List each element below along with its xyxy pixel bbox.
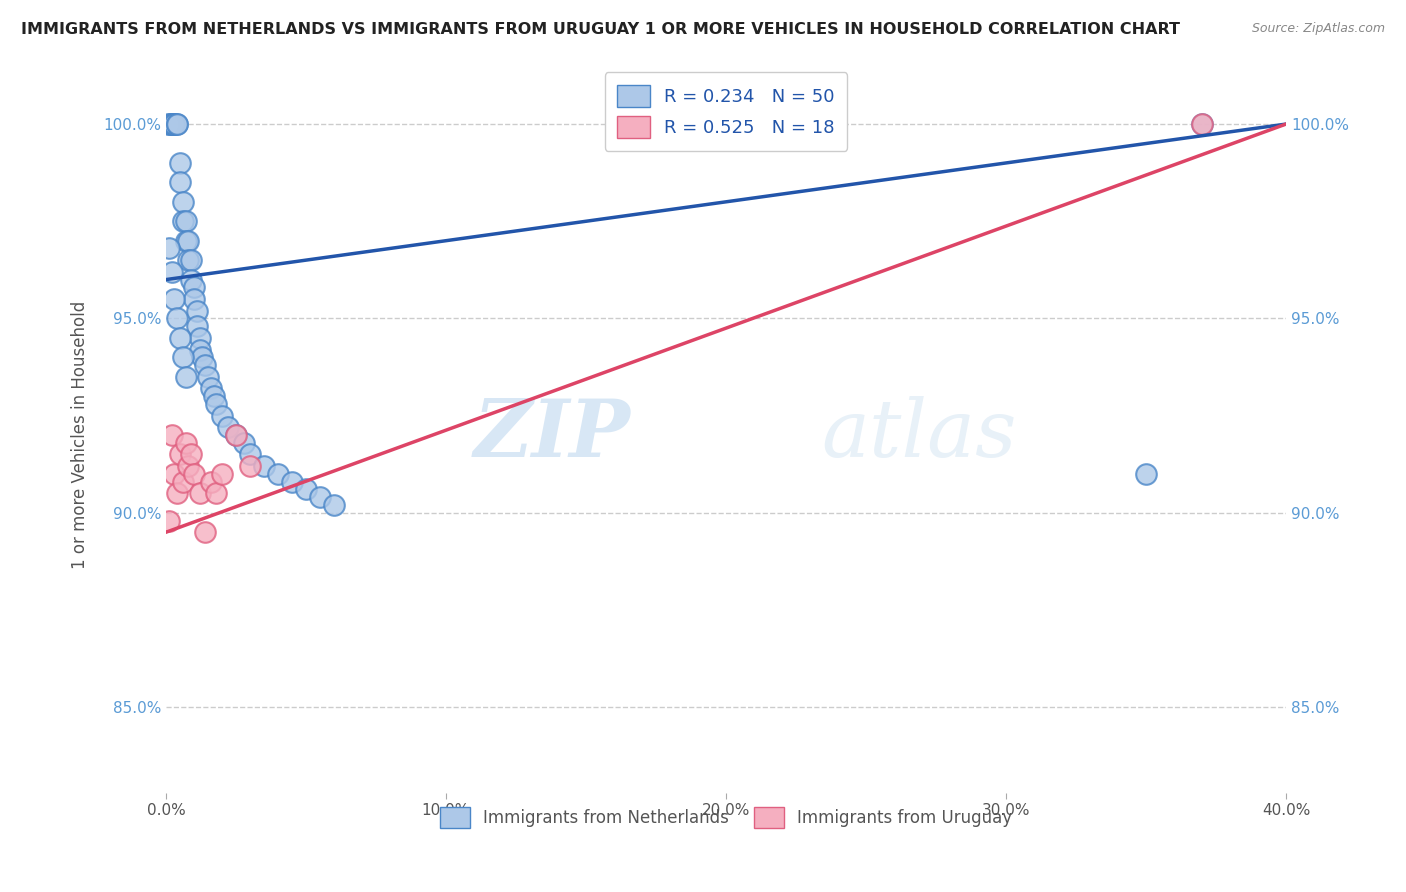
Point — [281, 475, 304, 489]
Point — [217, 420, 239, 434]
Point — [186, 303, 208, 318]
Point — [157, 117, 180, 131]
Point — [1191, 117, 1213, 131]
Point — [225, 428, 247, 442]
Point — [233, 435, 256, 450]
Point — [166, 117, 188, 131]
Point — [163, 292, 186, 306]
Point — [205, 397, 228, 411]
Point — [157, 242, 180, 256]
Point — [177, 234, 200, 248]
Point — [205, 486, 228, 500]
Point — [183, 280, 205, 294]
Point — [239, 459, 262, 474]
Point — [160, 117, 183, 131]
Point — [160, 428, 183, 442]
Point — [239, 448, 262, 462]
Point — [157, 514, 180, 528]
Point — [323, 498, 346, 512]
Point — [174, 435, 197, 450]
Point — [172, 214, 194, 228]
Text: atlas: atlas — [821, 396, 1017, 474]
Point — [163, 117, 186, 131]
Point — [194, 358, 217, 372]
Point — [211, 409, 233, 423]
Point — [267, 467, 290, 481]
Point — [188, 331, 211, 345]
Text: ZIP: ZIP — [474, 396, 631, 474]
Point — [200, 381, 222, 395]
Point — [166, 311, 188, 326]
Legend: Immigrants from Netherlands, Immigrants from Uruguay: Immigrants from Netherlands, Immigrants … — [433, 801, 1019, 834]
Point — [172, 475, 194, 489]
Point — [174, 214, 197, 228]
Point — [188, 343, 211, 357]
Point — [183, 292, 205, 306]
Point — [202, 389, 225, 403]
Point — [169, 175, 191, 189]
Point — [163, 467, 186, 481]
Text: Source: ZipAtlas.com: Source: ZipAtlas.com — [1251, 22, 1385, 36]
Point — [180, 253, 202, 268]
Point — [295, 483, 318, 497]
Point — [172, 351, 194, 365]
Point — [163, 117, 186, 131]
Point — [177, 253, 200, 268]
Point — [169, 448, 191, 462]
Point — [160, 117, 183, 131]
Point — [177, 459, 200, 474]
Point — [194, 525, 217, 540]
Point — [211, 467, 233, 481]
Point — [180, 272, 202, 286]
Point — [186, 319, 208, 334]
Point — [157, 117, 180, 131]
Point — [169, 156, 191, 170]
Point — [166, 117, 188, 131]
Point — [1135, 467, 1157, 481]
Text: IMMIGRANTS FROM NETHERLANDS VS IMMIGRANTS FROM URUGUAY 1 OR MORE VEHICLES IN HOU: IMMIGRANTS FROM NETHERLANDS VS IMMIGRANT… — [21, 22, 1180, 37]
Point — [180, 448, 202, 462]
Point — [166, 486, 188, 500]
Y-axis label: 1 or more Vehicles in Household: 1 or more Vehicles in Household — [72, 301, 89, 569]
Point — [1191, 117, 1213, 131]
Point — [174, 234, 197, 248]
Point — [183, 467, 205, 481]
Point — [225, 428, 247, 442]
Point — [160, 265, 183, 279]
Point — [174, 369, 197, 384]
Point — [309, 490, 332, 504]
Point — [172, 194, 194, 209]
Point — [197, 369, 219, 384]
Point — [253, 459, 276, 474]
Point — [200, 475, 222, 489]
Point — [169, 331, 191, 345]
Point — [188, 486, 211, 500]
Point — [191, 351, 214, 365]
